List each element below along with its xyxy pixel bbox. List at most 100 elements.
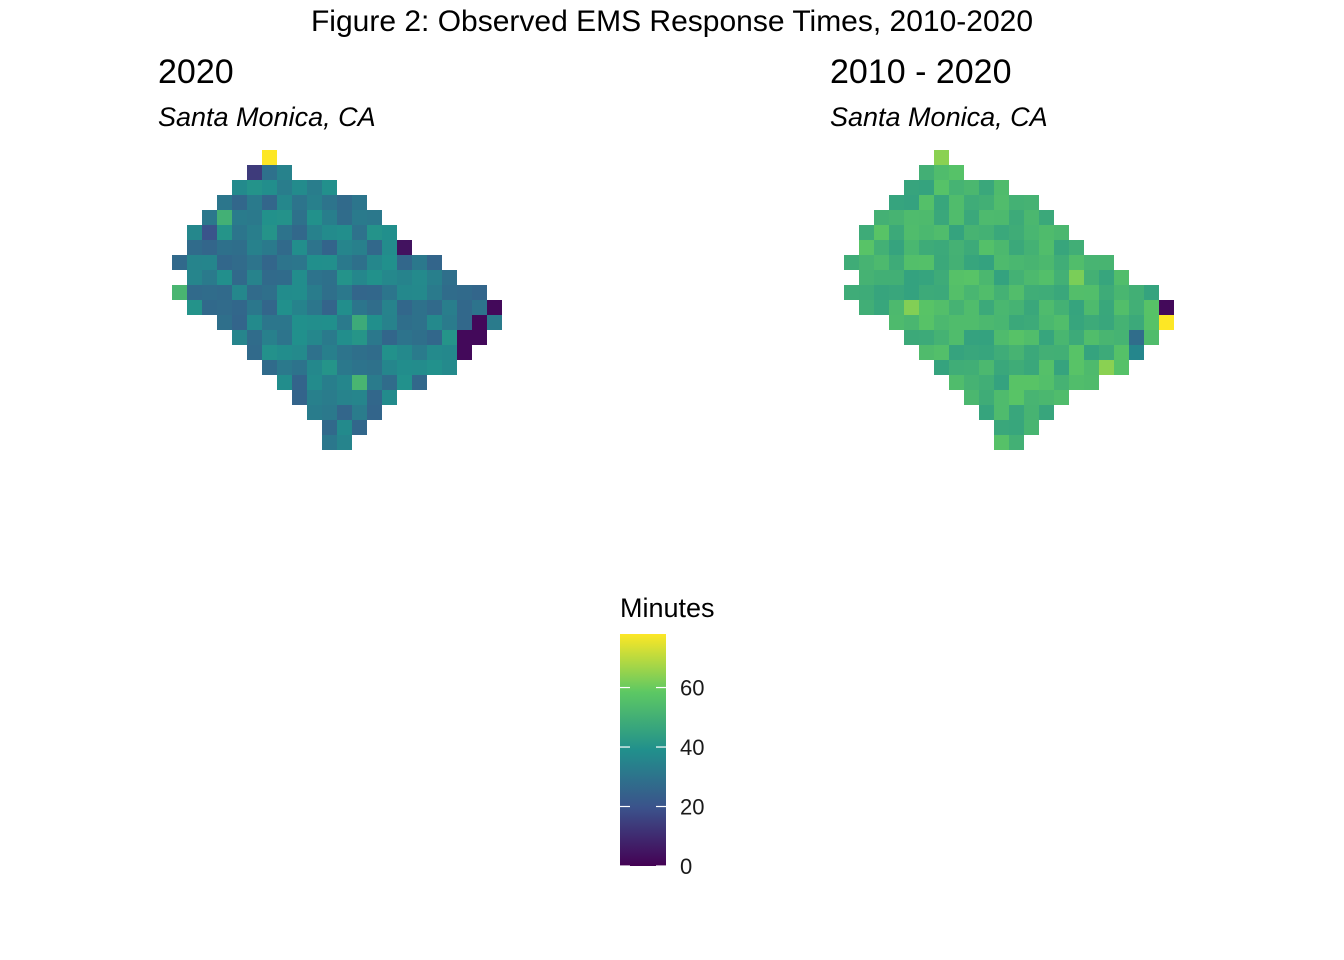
map-2020-cell bbox=[322, 210, 337, 225]
map-decade-cell bbox=[859, 255, 874, 270]
map-2020-cell bbox=[307, 390, 322, 405]
map-2020-cell bbox=[337, 330, 352, 345]
map-decade-cell bbox=[949, 270, 964, 285]
map-2020-cell bbox=[247, 195, 262, 210]
map-decade-cell bbox=[1054, 360, 1069, 375]
map-2020-cell bbox=[292, 255, 307, 270]
map-decade-cell bbox=[1009, 375, 1024, 390]
map-2020-cell bbox=[232, 195, 247, 210]
map-decade-cell bbox=[1054, 285, 1069, 300]
map-2020-cell bbox=[412, 315, 427, 330]
map-2020-cell bbox=[352, 270, 367, 285]
map-decade-cell bbox=[1039, 225, 1054, 240]
map-2020-cell bbox=[277, 225, 292, 240]
map-decade-cell bbox=[949, 360, 964, 375]
map-decade-cell bbox=[1039, 390, 1054, 405]
map-2020-cell bbox=[442, 330, 457, 345]
map-2020-cell bbox=[292, 390, 307, 405]
map-decade-cell bbox=[934, 195, 949, 210]
map-2020-cell bbox=[367, 405, 382, 420]
map-decade-cell bbox=[859, 285, 874, 300]
map-decade-cell bbox=[964, 210, 979, 225]
map-2020-cell bbox=[307, 210, 322, 225]
map-decade-cell bbox=[1099, 315, 1114, 330]
map-decade-cell bbox=[874, 210, 889, 225]
map-decade-cell bbox=[1039, 255, 1054, 270]
map-2020-cell bbox=[247, 285, 262, 300]
map-decade-cell bbox=[979, 240, 994, 255]
map-2020-cell bbox=[382, 270, 397, 285]
map-decade-cell bbox=[949, 165, 964, 180]
map-decade-cell bbox=[994, 345, 1009, 360]
map-2020-cell bbox=[337, 240, 352, 255]
map-decade-cell bbox=[1024, 300, 1039, 315]
map-2020-cell bbox=[292, 210, 307, 225]
map-2020-cell bbox=[487, 300, 502, 315]
map-decade-cell bbox=[979, 375, 994, 390]
panel-decade-subtitle: Santa Monica, CA bbox=[830, 102, 1048, 132]
map-decade-cell bbox=[1114, 330, 1129, 345]
map-decade-cell bbox=[904, 240, 919, 255]
map-2020-cell bbox=[457, 330, 472, 345]
map-decade-cell bbox=[904, 285, 919, 300]
map-decade-cell bbox=[874, 240, 889, 255]
map-2020-cell bbox=[322, 405, 337, 420]
map-2020-cell bbox=[277, 285, 292, 300]
legend-tick-label: 0 bbox=[680, 854, 692, 879]
map-2020-cell bbox=[232, 210, 247, 225]
map-decade-cell bbox=[979, 390, 994, 405]
map-decade-cell bbox=[904, 195, 919, 210]
map-decade-cell bbox=[904, 210, 919, 225]
map-2020-cell bbox=[277, 330, 292, 345]
map-decade-cell bbox=[1039, 345, 1054, 360]
map-decade-cell bbox=[964, 270, 979, 285]
map-2020-cell bbox=[292, 270, 307, 285]
map-2020-cell bbox=[292, 345, 307, 360]
map-2020-cell bbox=[232, 180, 247, 195]
map-decade-cell bbox=[889, 195, 904, 210]
map-decade-cell bbox=[994, 360, 1009, 375]
map-2020-cell bbox=[187, 300, 202, 315]
map-decade-cell bbox=[1084, 360, 1099, 375]
map-decade-cell bbox=[1114, 270, 1129, 285]
map-decade-cell bbox=[1024, 315, 1039, 330]
map-2020-cell bbox=[367, 270, 382, 285]
map-decade-cell bbox=[934, 225, 949, 240]
map-2020-cell bbox=[277, 270, 292, 285]
map-decade-cell bbox=[919, 225, 934, 240]
map-2020-cell bbox=[427, 285, 442, 300]
map-2020-cell bbox=[202, 240, 217, 255]
map-2020-cell bbox=[247, 225, 262, 240]
map-2020-cell bbox=[367, 375, 382, 390]
map-decade-cell bbox=[1009, 195, 1024, 210]
map-decade-cell bbox=[889, 270, 904, 285]
map-2020-cell bbox=[247, 180, 262, 195]
map-decade-cell bbox=[904, 180, 919, 195]
map-decade-cell bbox=[1099, 330, 1114, 345]
map-2020-cell bbox=[292, 180, 307, 195]
map-decade-cell bbox=[1024, 240, 1039, 255]
map-2020-cell bbox=[247, 210, 262, 225]
map-decade-cell bbox=[904, 315, 919, 330]
map-decade-cell bbox=[1069, 300, 1084, 315]
map-decade-cell bbox=[1084, 345, 1099, 360]
map-2020-cell bbox=[322, 375, 337, 390]
map-decade-cell bbox=[1024, 390, 1039, 405]
map-decade-cell bbox=[979, 360, 994, 375]
map-decade-cell bbox=[1024, 420, 1039, 435]
map-decade-cell bbox=[949, 300, 964, 315]
map-decade-cell bbox=[934, 330, 949, 345]
map-2020-cell bbox=[247, 240, 262, 255]
map-decade-cell bbox=[964, 375, 979, 390]
map-decade-cell bbox=[1039, 240, 1054, 255]
map-decade-cell bbox=[1009, 255, 1024, 270]
map-decade-cell bbox=[1009, 315, 1024, 330]
map-decade-cell bbox=[919, 330, 934, 345]
map-2020-cell bbox=[217, 255, 232, 270]
map-decade-cell bbox=[934, 165, 949, 180]
map-2020-cell bbox=[382, 240, 397, 255]
map-decade-cell bbox=[1084, 315, 1099, 330]
map-decade-cell bbox=[1024, 285, 1039, 300]
map-2020-cell bbox=[337, 315, 352, 330]
map-2020-cell bbox=[337, 435, 352, 450]
